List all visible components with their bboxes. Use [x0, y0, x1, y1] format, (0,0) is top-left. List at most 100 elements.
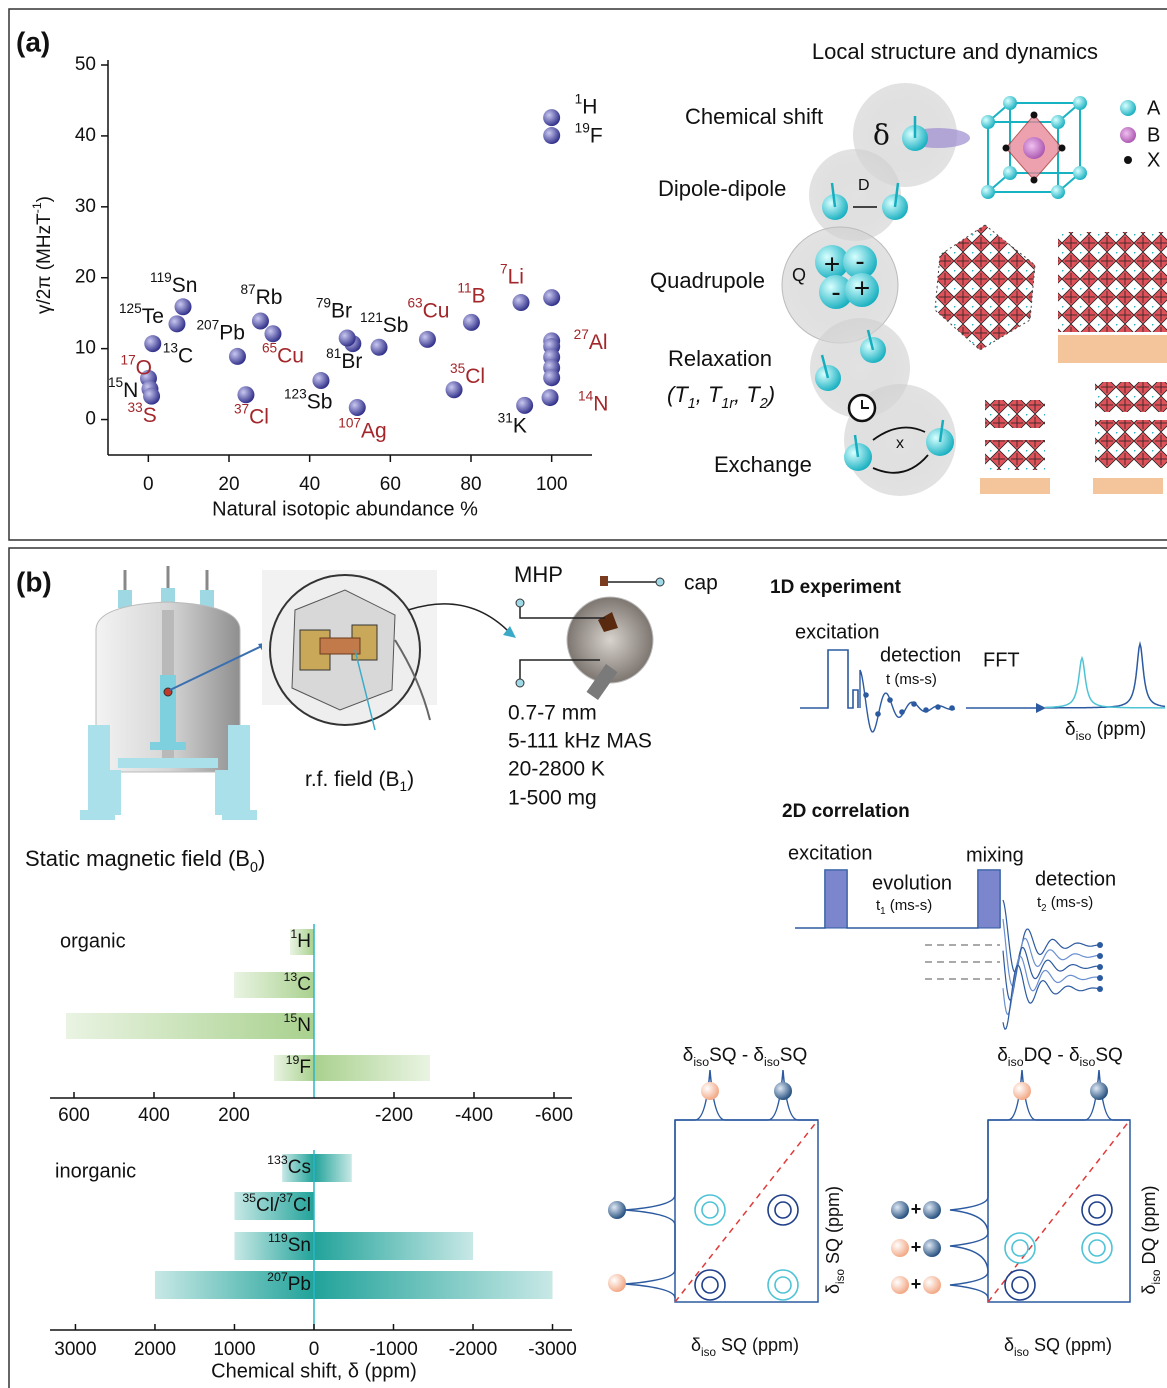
sequence-label: excitation	[795, 621, 880, 643]
text-part: 119	[150, 270, 172, 285]
text-part: Li	[508, 265, 524, 288]
charge: +	[824, 248, 840, 279]
spectrum	[1045, 641, 1166, 709]
interaction-label: (T1, T1r, T2)	[667, 382, 775, 412]
point-label: 81Br	[326, 346, 362, 372]
text-part: r.f. field (B	[305, 768, 400, 791]
point-label: 119Sn	[150, 270, 197, 296]
text-part: B	[472, 284, 486, 307]
data-point	[418, 330, 436, 348]
axis-label: δiso SQ (ppm)	[691, 1335, 799, 1359]
data-point	[144, 335, 162, 353]
data-point	[348, 398, 366, 416]
range-bar	[290, 929, 314, 955]
range-bar	[154, 1271, 553, 1299]
y-tick-label: 0	[85, 409, 96, 430]
fid-stack	[1002, 899, 1103, 1031]
y-tick-label: 30	[75, 196, 96, 217]
category-label: 207Pb	[267, 1270, 311, 1295]
symbol: δ	[873, 119, 890, 152]
interaction-label: Dipole-dipole	[658, 176, 786, 201]
text-part: 1	[575, 92, 583, 107]
text-part: Sb	[383, 314, 409, 337]
range-bar	[234, 1232, 474, 1260]
point-label: 31K	[498, 410, 527, 436]
range-bar	[274, 1055, 430, 1081]
point-label: 11B	[457, 281, 485, 307]
text-part: O	[136, 356, 152, 379]
y-tick-label: 20	[75, 267, 96, 288]
data-point	[516, 396, 534, 414]
sequence-label: detection	[1035, 868, 1116, 890]
x-tick-label: 100	[536, 474, 568, 495]
text-part: Cl	[465, 364, 485, 387]
x-tick-label: 400	[138, 1105, 170, 1126]
text-part: iso	[1076, 729, 1092, 743]
sequence-label: evolution	[872, 872, 952, 894]
text-part: iso	[1014, 1346, 1029, 1359]
point-label: 37Cl	[234, 402, 269, 428]
point-label: 79Br	[316, 296, 352, 322]
text-part: Cu	[423, 299, 450, 322]
text-part: 1	[880, 906, 885, 917]
text-part: C	[178, 344, 193, 367]
x-tick-label: -200	[375, 1105, 413, 1126]
text-part: F	[590, 124, 603, 147]
sequence-label: FFT	[983, 649, 1020, 671]
point-label: 7Li	[500, 262, 524, 288]
panel-frame	[8, 8, 1167, 541]
fid-point	[899, 709, 905, 715]
axis-label: δiso DQ (ppm)	[1139, 1186, 1163, 1295]
x-tick-label: 3000	[54, 1339, 96, 1360]
spec: 0.7-7 mm	[508, 702, 597, 725]
text-part: 125	[119, 301, 142, 316]
x-tick-label: 200	[218, 1105, 250, 1126]
legend-label: A	[1147, 97, 1161, 119]
y-tick-label: 50	[75, 54, 96, 75]
charge: -	[855, 245, 864, 276]
sequence-label: t1 (ms-s)	[876, 897, 932, 917]
map-title: δisoDQ - δisoSQ	[997, 1045, 1123, 1069]
x-tick-label: -3000	[528, 1339, 577, 1360]
fid	[1002, 946, 1100, 1001]
text-part: )	[407, 768, 414, 791]
fid-point	[1097, 975, 1103, 981]
map-title: δisoSQ - δisoSQ	[683, 1045, 808, 1069]
sequence-label: t2 (ms-s)	[1037, 894, 1093, 914]
fid-point	[949, 705, 955, 711]
data-point	[168, 315, 186, 333]
text-part: t	[1037, 894, 1042, 911]
text-part: Cl	[293, 1195, 311, 1216]
text-part: DQ - δ	[1024, 1045, 1080, 1066]
text-part: 65	[262, 341, 278, 356]
rf-label: r.f. field (B1)	[305, 768, 414, 795]
point-label: 121Sb	[360, 310, 408, 336]
text-part: SQ (ppm)	[1029, 1335, 1112, 1355]
text-part: 1	[688, 396, 696, 412]
x-tick-label: -2000	[449, 1339, 498, 1360]
text-part: iso	[1008, 1055, 1024, 1069]
point-label: 65Cu	[262, 341, 304, 367]
text-part: 35	[450, 361, 466, 376]
spec: 20-2800 K	[508, 758, 605, 781]
text-part: iso	[693, 1055, 709, 1069]
text-part: γ/2π (MHzT	[34, 213, 55, 314]
panel-label: (a)	[16, 26, 50, 57]
fid-point	[1097, 942, 1103, 948]
text-part: 13	[163, 341, 178, 356]
y-tick-label: 40	[75, 125, 96, 146]
chart-title: organic	[60, 930, 126, 952]
text-part: 87	[240, 282, 255, 297]
fid	[1002, 918, 1101, 987]
category-label: 119Sn	[268, 1231, 311, 1256]
charge: +	[854, 272, 870, 303]
text-part: δ	[823, 1284, 843, 1294]
text-part: 1r	[721, 396, 735, 412]
text-part: Cs	[288, 1157, 311, 1178]
axis-label: δiso (ppm)	[1065, 719, 1146, 743]
text-part: iso	[701, 1346, 716, 1359]
text-part: SQ	[1095, 1045, 1122, 1066]
text-part: δ	[1004, 1335, 1014, 1355]
category-label: 1H	[290, 927, 311, 952]
